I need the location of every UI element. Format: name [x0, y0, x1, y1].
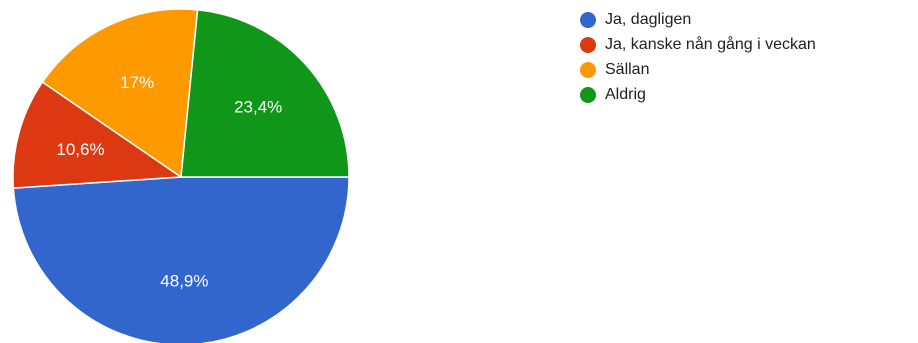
legend-swatch [580, 87, 596, 103]
legend-label: Ja, dagligen [605, 11, 692, 28]
pie-slice-label-ja-dagligen: 48,9% [160, 272, 208, 291]
pie-slice-s-llan[interactable] [41, 8, 199, 178]
legend-item-aldrig[interactable]: Aldrig [580, 83, 816, 107]
pie-slice-label-ja-kanske-n-n-g-ng-i-veckan: 10,6% [56, 140, 104, 159]
legend-item-ja-kanske[interactable]: Ja, kanske nån gång i veckan [580, 33, 816, 57]
pie-slice-label-s-llan: 17% [120, 73, 154, 92]
pie-slice-label-aldrig: 23,4% [234, 98, 282, 117]
pie-slice-ja-dagligen[interactable] [12, 176, 350, 343]
pie-slice-labels: 48,9% 10,6% 17% 23,4% [56, 73, 282, 291]
legend: Ja, dagligen Ja, kanske nån gång i vecka… [580, 8, 816, 108]
pie-slices [12, 8, 350, 343]
legend-label: Sällan [605, 61, 650, 78]
legend-label: Ja, kanske nån gång i veckan [605, 36, 816, 53]
legend-swatch [580, 37, 596, 53]
legend-label: Aldrig [605, 86, 646, 103]
pie-slice-ja-kanske-n-n-g-ng-i-veckan[interactable] [12, 81, 182, 189]
legend-item-ja-dagligen[interactable]: Ja, dagligen [580, 8, 816, 32]
pie-slice-aldrig[interactable] [180, 9, 350, 178]
legend-item-sallan[interactable]: Sällan [580, 58, 816, 82]
legend-swatch [580, 62, 596, 78]
legend-swatch [580, 12, 596, 28]
